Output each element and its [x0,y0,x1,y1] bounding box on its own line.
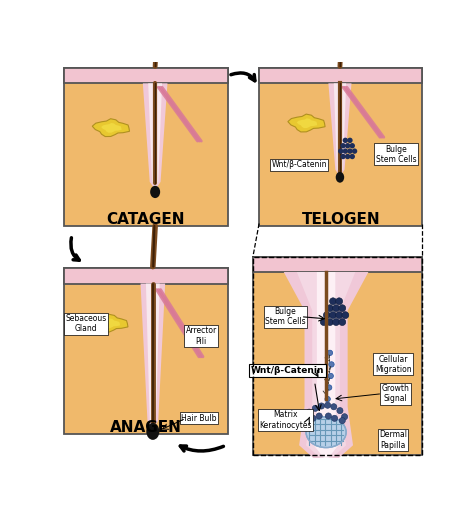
Bar [253,256,422,455]
Ellipse shape [327,319,333,325]
Polygon shape [297,272,356,464]
Polygon shape [328,83,352,177]
Polygon shape [143,83,167,190]
Text: CATAGEN: CATAGEN [107,212,185,227]
Bar [259,68,422,226]
Bar [64,268,228,434]
Ellipse shape [146,423,159,440]
Ellipse shape [338,148,343,154]
Ellipse shape [306,409,312,415]
Polygon shape [288,114,325,132]
Ellipse shape [304,418,310,424]
Ellipse shape [340,143,346,148]
Ellipse shape [333,305,339,312]
Text: Growth
Signal: Growth Signal [382,384,410,403]
Ellipse shape [329,312,337,319]
Ellipse shape [352,148,357,154]
Text: Arrector
Pili: Arrector Pili [186,326,217,346]
Ellipse shape [336,298,343,305]
Polygon shape [140,284,165,430]
Ellipse shape [336,312,343,319]
Text: ANAGEN: ANAGEN [110,420,182,435]
Ellipse shape [343,148,348,154]
Polygon shape [334,83,346,174]
Ellipse shape [306,417,346,448]
Ellipse shape [150,186,160,198]
Polygon shape [314,272,338,460]
Text: Hair Bulb: Hair Bulb [181,414,217,423]
Ellipse shape [345,143,350,148]
Ellipse shape [349,154,355,159]
Ellipse shape [339,319,346,325]
Ellipse shape [323,312,330,319]
Text: Matrix
Keratinocytes: Matrix Keratinocytes [259,410,311,430]
Text: Cellular
Migration: Cellular Migration [375,355,411,374]
Polygon shape [148,83,162,186]
Ellipse shape [329,298,337,305]
Text: TELOGEN: TELOGEN [301,212,380,227]
Ellipse shape [327,350,333,355]
Polygon shape [100,318,120,328]
Bar [64,68,228,226]
Ellipse shape [341,414,347,420]
Ellipse shape [327,305,333,312]
Ellipse shape [331,415,337,421]
Ellipse shape [347,148,353,154]
Ellipse shape [339,418,346,424]
Bar [253,256,422,272]
Text: Wnt/β-Catenin: Wnt/β-Catenin [272,161,327,169]
Ellipse shape [312,405,319,411]
Text: Sebaceous
Gland: Sebaceous Gland [65,314,107,333]
Ellipse shape [316,413,322,419]
Ellipse shape [325,413,331,419]
Ellipse shape [339,305,346,312]
Ellipse shape [320,319,327,325]
Ellipse shape [345,154,350,159]
Ellipse shape [340,154,346,159]
Ellipse shape [349,143,355,148]
Polygon shape [284,272,368,470]
Ellipse shape [319,403,325,409]
Polygon shape [92,119,129,136]
Text: Dermal
Papilla: Dermal Papilla [379,430,407,450]
Ellipse shape [337,407,343,414]
Text: Bulge
Stem Cells: Bulge Stem Cells [376,145,417,164]
Ellipse shape [333,319,339,325]
Ellipse shape [329,362,334,367]
Ellipse shape [310,415,316,421]
Ellipse shape [347,138,353,143]
Ellipse shape [328,373,333,379]
Polygon shape [297,118,317,128]
Ellipse shape [336,172,344,183]
Bar [64,268,228,284]
Ellipse shape [343,138,348,143]
Ellipse shape [342,312,349,319]
Ellipse shape [325,402,331,408]
Ellipse shape [331,404,337,410]
Ellipse shape [325,397,330,402]
Polygon shape [91,314,128,332]
Text: Bulge
Stem Cells: Bulge Stem Cells [265,307,306,327]
Polygon shape [101,123,122,133]
Text: Wnt/β-Catenin: Wnt/β-Catenin [251,366,324,375]
Polygon shape [146,284,160,427]
Bar [253,256,422,455]
Bar [259,68,422,83]
Bar [64,68,228,83]
Ellipse shape [327,385,332,390]
